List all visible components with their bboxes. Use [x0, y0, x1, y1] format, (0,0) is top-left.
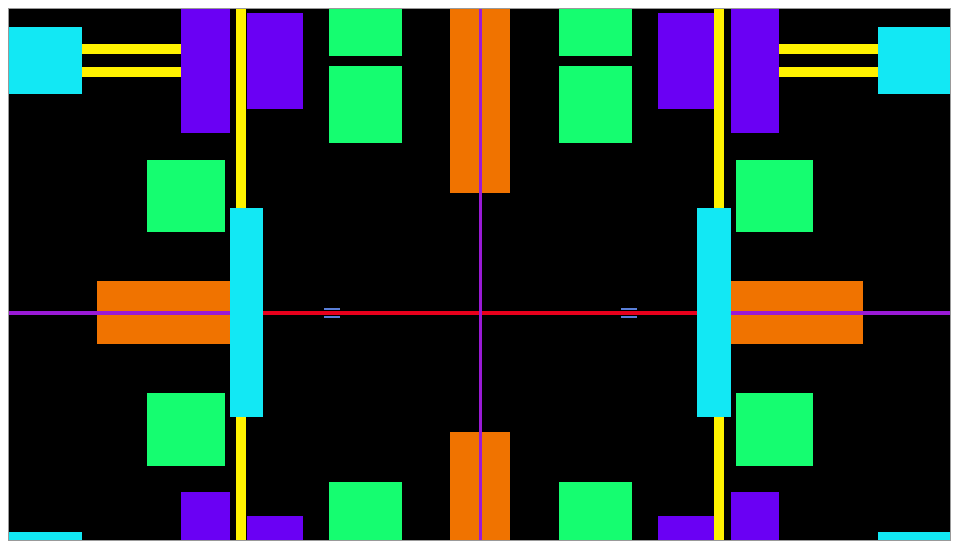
purple-block: [731, 492, 779, 540]
purple-block: [181, 9, 230, 133]
marker: [324, 308, 340, 310]
marker: [621, 316, 637, 318]
purple-block: [658, 13, 714, 109]
cyan-block: [9, 27, 82, 94]
green-block: [736, 160, 813, 232]
green-block: [559, 66, 632, 143]
green-block: [559, 9, 632, 56]
yellow-bar: [82, 44, 230, 54]
yellow-bar: [731, 44, 878, 54]
cyan-block: [878, 532, 950, 540]
violet-line: [731, 311, 950, 315]
purple-block: [247, 516, 303, 540]
violet-vertical-line: [479, 9, 482, 540]
yellow-bar: [82, 67, 230, 77]
purple-block: [247, 13, 303, 109]
marker: [324, 316, 340, 318]
green-block: [329, 66, 402, 143]
yellow-bar: [731, 67, 878, 77]
cyan-bar: [230, 208, 263, 417]
green-block: [329, 9, 402, 56]
green-block: [736, 393, 813, 466]
cyan-block: [9, 532, 82, 540]
abstract-graphic-canvas: [8, 8, 951, 541]
purple-block: [658, 516, 714, 540]
marker: [621, 308, 637, 310]
violet-line: [9, 311, 230, 315]
green-block: [329, 482, 402, 540]
purple-block: [731, 9, 779, 133]
green-block: [147, 393, 225, 466]
cyan-block: [878, 27, 950, 94]
green-block: [147, 160, 225, 232]
purple-block: [181, 492, 230, 540]
green-block: [559, 482, 632, 540]
cyan-bar: [697, 208, 731, 417]
